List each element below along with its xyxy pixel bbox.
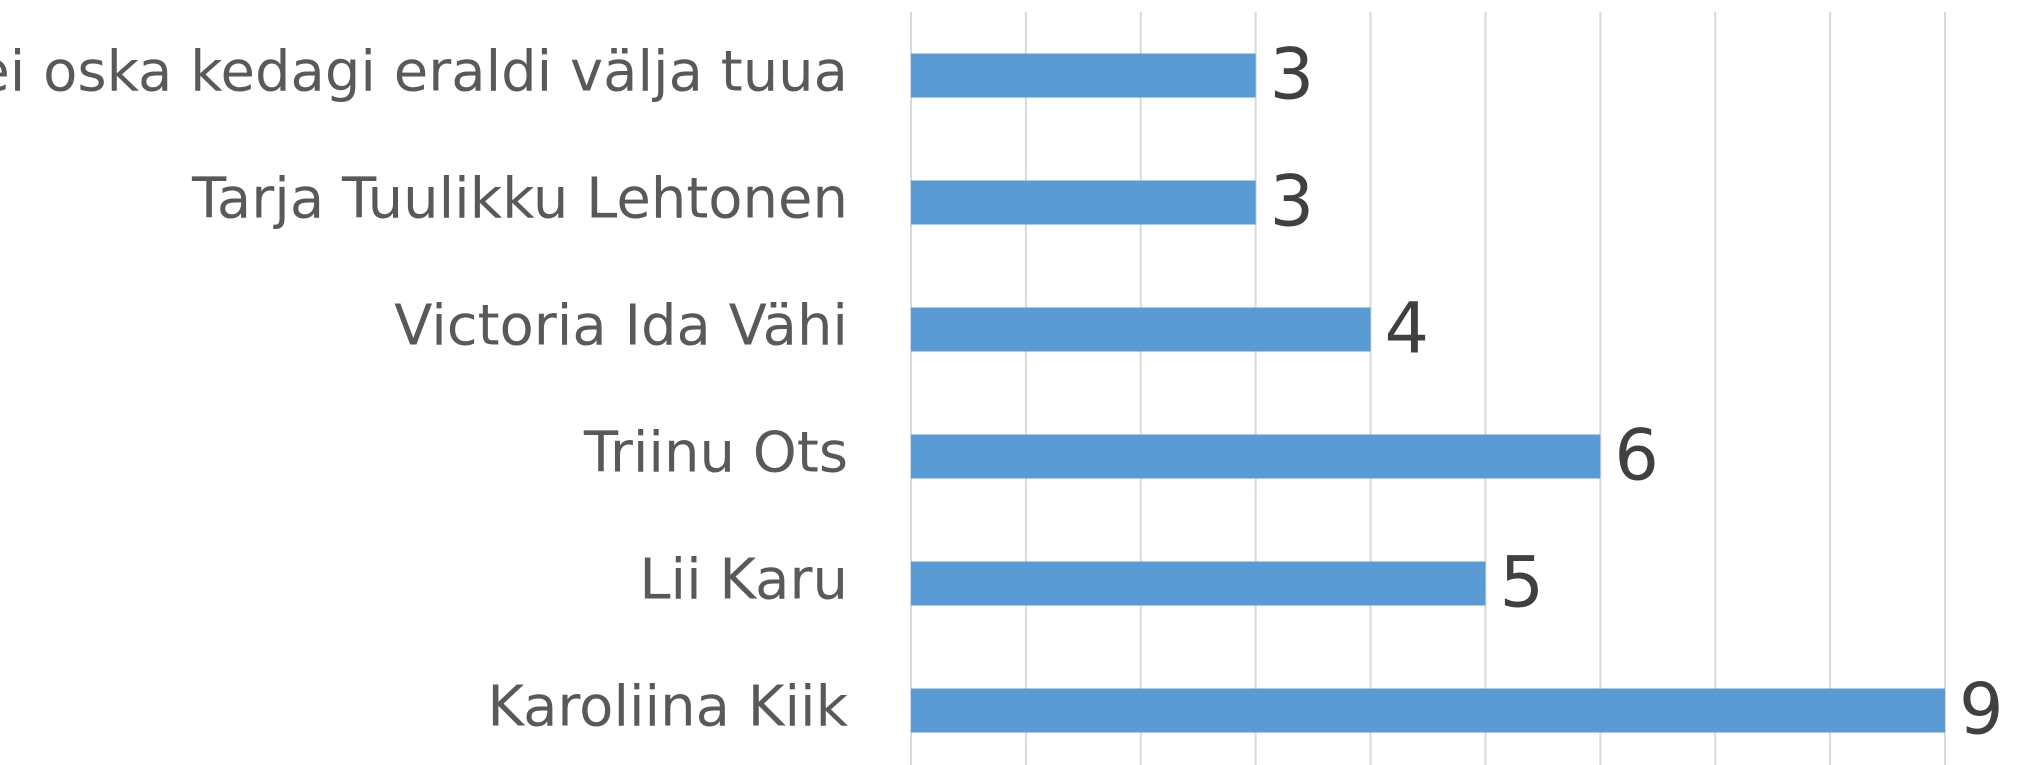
value-label: 9 bbox=[1959, 669, 2004, 751]
category-label: Tarja Tuulikku Lehtonen bbox=[191, 167, 848, 232]
bar bbox=[911, 53, 1256, 98]
value-label: 5 bbox=[1499, 542, 1544, 624]
bar bbox=[911, 688, 1945, 733]
value-label: 3 bbox=[1270, 161, 1315, 243]
value-label: 3 bbox=[1270, 34, 1315, 116]
bar bbox=[911, 561, 1486, 606]
value-label: 6 bbox=[1614, 415, 1659, 497]
bar bbox=[911, 307, 1371, 352]
category-label: Victoria Ida Vähi bbox=[394, 294, 848, 359]
category-label: ei oska kedagi eraldi välja tuua bbox=[0, 40, 848, 105]
category-label: Lii Karu bbox=[639, 548, 848, 613]
category-label: Karoliina Kiik bbox=[487, 675, 848, 740]
bar bbox=[911, 180, 1256, 225]
category-label: Triinu Ots bbox=[583, 421, 848, 486]
bar bbox=[911, 434, 1601, 479]
value-label: 4 bbox=[1385, 288, 1430, 370]
